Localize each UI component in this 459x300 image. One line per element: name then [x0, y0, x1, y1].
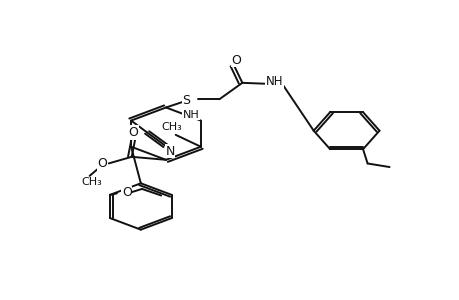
Text: N: N	[165, 145, 174, 158]
Text: O: O	[128, 126, 138, 139]
Text: O: O	[97, 158, 107, 170]
Text: O: O	[122, 186, 132, 199]
Text: NH: NH	[265, 75, 282, 88]
Text: NH: NH	[182, 110, 199, 120]
Text: CH₃: CH₃	[161, 122, 182, 131]
Text: CH₃: CH₃	[81, 177, 102, 188]
Text: O: O	[231, 54, 241, 67]
Text: S: S	[182, 94, 190, 106]
